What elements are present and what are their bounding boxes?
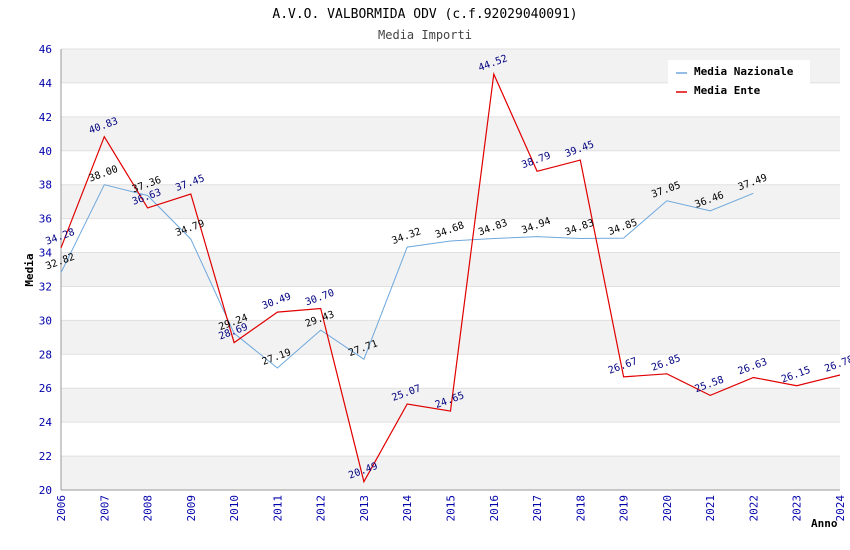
- x-tick-label: 2015: [445, 495, 458, 522]
- series-line-media-ente: [60, 71, 841, 484]
- data-label: 30.70: [304, 288, 336, 309]
- chart-subtitle: Media Importi: [378, 28, 472, 42]
- x-tick-label: 2016: [488, 495, 501, 522]
- data-label: 30.49: [261, 291, 293, 312]
- data-label: 26.85: [650, 353, 682, 374]
- y-tick-label: 20: [39, 484, 52, 497]
- chart-title: A.V.O. VALBORMIDA ODV (c.f.92029040091): [272, 7, 577, 22]
- x-axis-ticks: 2006 2007 2008 2009 2010 2011 2012 2013 2014 2015…: [55, 495, 847, 522]
- x-tick-label: 2018: [574, 495, 587, 522]
- x-tick-label: 2009: [185, 495, 198, 522]
- y-tick-label: 26: [39, 382, 52, 395]
- y-tick-label: 46: [39, 43, 52, 56]
- data-label: 34.83: [477, 218, 509, 239]
- x-tick-label: 2022: [747, 495, 760, 522]
- x-tick-label: 2011: [271, 495, 284, 522]
- y-tick-label: 42: [39, 111, 52, 124]
- y-tick-label: 24: [39, 416, 53, 429]
- y-tick-label: 30: [39, 314, 52, 327]
- y-tick-label: 32: [39, 280, 52, 293]
- data-label: 26.63: [737, 357, 769, 378]
- x-tick-label: 2020: [661, 495, 674, 522]
- grid-bands: [61, 48, 840, 491]
- grid-band: [61, 184, 840, 219]
- y-axis-ticks: 20 22 24 26 28 30 32 34 36 38 40 42 44 46: [39, 43, 53, 497]
- data-label: 26.78: [823, 354, 850, 375]
- x-tick-label: 2007: [98, 495, 111, 522]
- legend-label-ente: Media Ente: [694, 84, 761, 97]
- x-tick-label: 2024: [834, 495, 847, 522]
- grid-band: [61, 456, 840, 490]
- grid-band: [61, 388, 840, 423]
- y-tick-label: 36: [39, 213, 52, 226]
- x-tick-label: 2008: [142, 495, 155, 522]
- legend-box: [668, 60, 810, 101]
- y-tick-label: 40: [39, 145, 52, 158]
- series-lines: [60, 71, 841, 484]
- x-tick-label: 2014: [401, 495, 414, 522]
- data-label: 26.15: [780, 365, 812, 386]
- data-label: 34.68: [434, 220, 466, 241]
- x-tick-label: 2012: [315, 495, 328, 522]
- data-label: 34.83: [564, 218, 596, 239]
- y-tick-label: 44: [39, 77, 53, 90]
- legend: Media Nazionale Media Ente: [668, 60, 810, 101]
- y-tick-label: 28: [39, 348, 52, 361]
- data-label: 34.28: [44, 227, 76, 248]
- x-tick-label: 2021: [704, 495, 717, 522]
- y-tick-label: 34: [39, 247, 53, 260]
- data-label: 34.79: [174, 218, 206, 239]
- y-tick-label: 22: [39, 450, 52, 463]
- data-label: 34.85: [607, 217, 639, 238]
- series-line-media-nazionale: [60, 184, 754, 369]
- grid-band: [61, 252, 840, 287]
- x-axis-label: Anno: [811, 517, 838, 530]
- x-tick-label: 2019: [618, 495, 631, 522]
- x-tick-label: 2023: [791, 495, 804, 522]
- x-tick-label: 2006: [55, 495, 68, 522]
- y-tick-label: 38: [39, 179, 52, 192]
- grid-band: [61, 116, 840, 151]
- x-tick-label: 2013: [358, 495, 371, 522]
- y-axis-label: Media: [23, 253, 36, 286]
- legend-label-nazionale: Media Nazionale: [694, 65, 794, 78]
- grid-band: [61, 320, 840, 355]
- data-label: 34.32: [390, 226, 422, 247]
- x-tick-label: 2010: [228, 495, 241, 522]
- x-tick-label: 2017: [531, 495, 544, 522]
